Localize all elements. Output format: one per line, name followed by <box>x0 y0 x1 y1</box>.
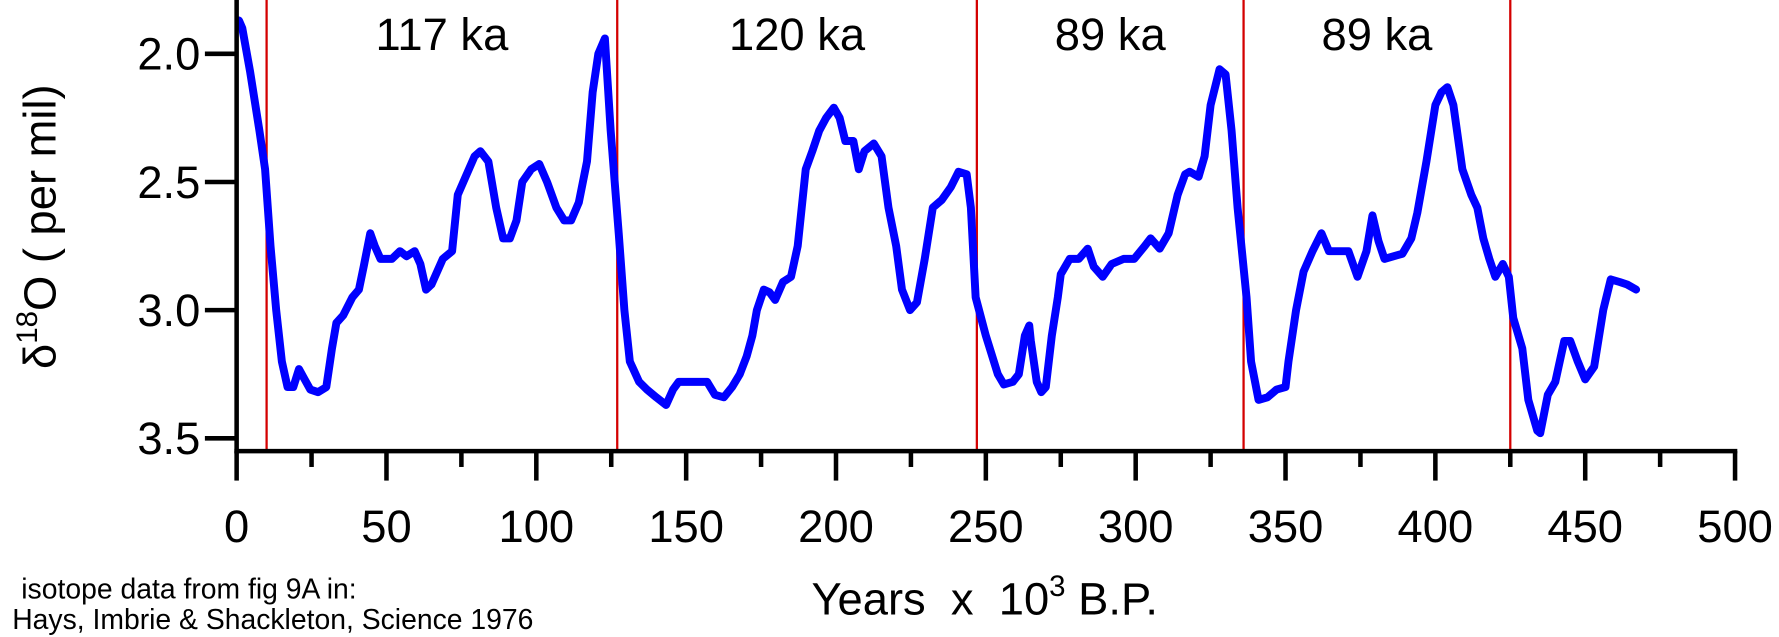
x-tick-label: 350 <box>1248 501 1324 552</box>
x-tick-label: 50 <box>361 501 411 552</box>
source-note: isotope data from fig 9A in: <box>21 573 356 605</box>
interval-label: 120 ka <box>729 9 866 60</box>
data-line <box>235 16 1641 438</box>
x-axis-label-sup: 3 <box>1049 570 1065 603</box>
interval-label: 117 ka <box>376 9 510 60</box>
x-tick-label: 250 <box>948 501 1024 552</box>
x-axis-label-part: Years x 10 <box>811 573 1049 624</box>
x-axis-label: Years x 103 B.P. <box>811 570 1158 624</box>
y-axis-label-part: δ <box>14 344 65 369</box>
x-tick-label: 100 <box>498 501 574 552</box>
y-axis-label-sup: 18 <box>11 311 44 344</box>
x-axis-label-part: B.P. <box>1066 573 1158 624</box>
y-tick-label: 2.0 <box>137 29 200 80</box>
x-tick-label: 400 <box>1398 501 1474 552</box>
interval-label: 89 ka <box>1055 9 1167 60</box>
x-tick-label: 500 <box>1697 501 1773 552</box>
x-tick-label: 150 <box>648 501 724 552</box>
interval-label: 89 ka <box>1321 9 1433 60</box>
y-tick-label: 3.0 <box>137 285 200 336</box>
x-tick-label: 0 <box>224 501 249 552</box>
y-tick-label: 2.5 <box>137 157 200 208</box>
y-tick-label: 3.5 <box>137 413 200 464</box>
x-tick-label: 300 <box>1098 501 1174 552</box>
y-axis-label: δ18O ( per mil) <box>11 84 65 369</box>
x-tick-label: 200 <box>798 501 874 552</box>
x-tick-label: 450 <box>1547 501 1623 552</box>
y-axis-label-part: O ( per mil) <box>14 84 65 311</box>
source-note: Hays, Imbrie & Shackleton, Science 1976 <box>12 604 533 636</box>
